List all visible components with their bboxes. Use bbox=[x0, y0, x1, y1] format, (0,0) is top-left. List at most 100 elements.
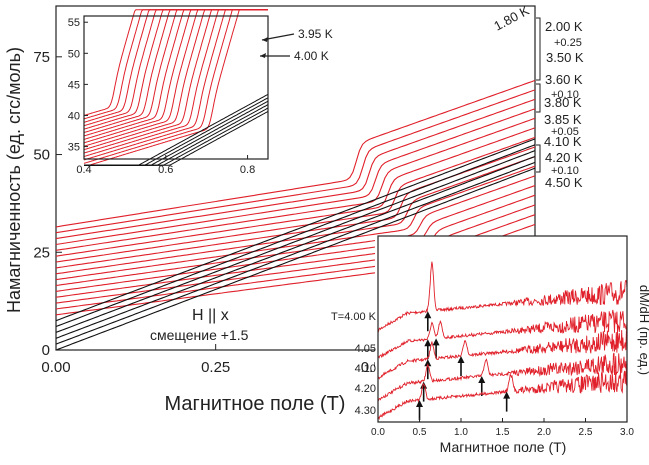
temperature-bracket bbox=[536, 144, 541, 173]
inset-bottom-curve-label: 4.30 bbox=[355, 405, 376, 417]
field-direction-annotation: H || x bbox=[192, 307, 229, 324]
main-y-tick-label: 75 bbox=[33, 49, 50, 66]
temperature-labels: 1.80 K 2.00 K+0.253.50 K3.60 K+0.103.80 K… bbox=[491, 3, 584, 190]
main-y-tick-label: 50 bbox=[33, 147, 50, 164]
inset-bottom-peak-arrowhead bbox=[424, 359, 432, 367]
main-y-tick-label: 0 bbox=[42, 342, 50, 359]
main-plot-frame bbox=[55, 5, 536, 351]
offset-annotation: смещение +1.5 bbox=[150, 327, 249, 343]
main-series-line bbox=[55, 165, 536, 281]
main-series-line bbox=[55, 175, 536, 287]
temperature-label: +0.25 bbox=[554, 37, 582, 49]
inset-bottom-x-tick-label: 3.0 bbox=[620, 427, 634, 438]
temperature-label: 2.00 K bbox=[545, 19, 583, 34]
inset-bottom-series-line bbox=[377, 369, 628, 420]
temperature-label: 3.80 K bbox=[544, 95, 582, 110]
inset-bottom-series-line bbox=[377, 261, 628, 333]
inset-bottom-x-tick-label: 2.5 bbox=[579, 427, 593, 438]
inset-top-chart: 0.4 0.6 0.8 35 40 45 50 55 3.95 K 4.00 K bbox=[68, 9, 333, 176]
main-y-tick-label: 25 bbox=[33, 244, 50, 261]
main-series-line bbox=[55, 144, 536, 328]
main-series-line bbox=[55, 184, 536, 292]
main-series-line bbox=[55, 204, 536, 304]
temperature-label: 4.50 K bbox=[545, 175, 583, 190]
main-series-line bbox=[55, 156, 536, 275]
temperature-bracket bbox=[536, 17, 541, 81]
inset-bottom-x-tick-label: 2.0 bbox=[537, 427, 551, 438]
main-series-line bbox=[55, 155, 536, 339]
main-x-ticks: 0.000.250.50 bbox=[41, 344, 390, 376]
main-x-tick-label: 0.25 bbox=[201, 359, 230, 376]
inset-bottom-x-tick-label: 0.5 bbox=[413, 427, 427, 438]
inset-top-y-tick-label: 35 bbox=[68, 142, 80, 154]
main-series-line bbox=[55, 136, 536, 263]
inset-bottom-curve-label: 4.05 bbox=[355, 343, 376, 355]
temperature-label: 3.60 K bbox=[545, 72, 583, 87]
main-series-line bbox=[55, 150, 536, 333]
main-series-line bbox=[55, 138, 536, 322]
inset-bottom-peak-arrowhead bbox=[503, 391, 511, 399]
inset-top-y-tick-label: 45 bbox=[68, 79, 80, 91]
main-series-line bbox=[55, 167, 536, 351]
inset-bottom-curve-label: T=4.00 K bbox=[331, 311, 377, 323]
inset-top-arrow-label: 3.95 K bbox=[298, 27, 333, 41]
inset-top-frame bbox=[83, 15, 269, 160]
inset-top-series-line bbox=[84, 110, 269, 166]
temperature-label: +0.05 bbox=[551, 126, 579, 138]
temperature-label: 3.85 K bbox=[544, 112, 582, 127]
temperature-bracket bbox=[536, 83, 541, 113]
inset-top-x-tick-label: 0.8 bbox=[240, 164, 255, 176]
inset-bottom-peak-arrowhead bbox=[478, 376, 486, 383]
inset-bottom-peak-arrowhead bbox=[432, 338, 440, 346]
main-x-axis-label: Магнитное поле (T) bbox=[165, 393, 346, 415]
temperature-label: 1.80 K bbox=[491, 3, 532, 34]
inset-top-x-tick-label: 0.6 bbox=[158, 164, 173, 176]
inset-bottom-peak-arrowhead bbox=[457, 356, 465, 363]
inset-bottom-series-line bbox=[377, 329, 628, 380]
inset-top-arrows: 3.95 K 4.00 K bbox=[260, 27, 333, 63]
temperature-label: 4.10 K bbox=[544, 134, 582, 149]
inset-bottom-chart: 0.0 0.5 1.0 1.5 2.0 2.5 3.0 T=4.00 K 4.05 4.10 4.… bbox=[331, 235, 649, 455]
inset-bottom-curve-label: 4.10 bbox=[355, 363, 376, 375]
main-series-line bbox=[55, 194, 536, 298]
main-series-line bbox=[55, 161, 536, 345]
inset-top-arrowhead bbox=[260, 53, 266, 58]
inset-top-series-line bbox=[83, 9, 268, 164]
inset-bottom-y-axis-label: dM/dH (пр. ед.) bbox=[637, 285, 649, 375]
inset-top-arrow-label: 4.00 K bbox=[294, 49, 329, 63]
main-x-tick-label: 0.00 bbox=[41, 359, 70, 376]
inset-bottom-peak-arrowhead bbox=[424, 339, 432, 347]
inset-bottom-x-tick-label: 1.0 bbox=[454, 427, 468, 438]
inset-bottom-series-line bbox=[377, 309, 628, 359]
temperature-label: +0.10 bbox=[551, 165, 579, 177]
inset-top-y-tick-label: 40 bbox=[68, 110, 80, 122]
inset-top-ticks: 0.4 0.6 0.8 35 40 45 50 55 bbox=[68, 17, 255, 176]
inset-bottom-curve-label: 4.20 bbox=[355, 383, 376, 395]
inset-bottom-series-line bbox=[377, 352, 628, 402]
inset-top-y-tick-label: 50 bbox=[68, 48, 80, 60]
main-series-line bbox=[55, 89, 536, 234]
inset-top-series-line bbox=[84, 9, 268, 166]
inset-top-y-tick-label: 55 bbox=[68, 17, 80, 29]
main-y-axis-label: Намагниченность (ед. cгс/моль) bbox=[4, 47, 24, 313]
inset-top-x-tick-label: 0.4 bbox=[76, 164, 91, 176]
inset-top-arrowhead bbox=[262, 37, 268, 42]
main-series-group bbox=[55, 79, 536, 351]
inset-bottom-ticks: 0.0 0.5 1.0 1.5 2.0 2.5 3.0 bbox=[371, 418, 634, 438]
inset-bottom-peak-arrowhead bbox=[424, 311, 432, 319]
main-series-line bbox=[55, 117, 536, 251]
inset-bottom-bg bbox=[375, 236, 627, 422]
inset-bottom-x-tick-label: 1.5 bbox=[496, 427, 510, 438]
main-y-ticks: 0 25 50 75 bbox=[33, 49, 62, 359]
inset-bottom-x-tick-label: 0.0 bbox=[371, 427, 385, 438]
inset-bottom-peak-arrowhead bbox=[416, 400, 423, 407]
main-series-line bbox=[55, 98, 536, 240]
temperature-label: +0.10 bbox=[551, 89, 579, 101]
inset-bottom-series-group bbox=[377, 261, 628, 420]
inset-top-series-group bbox=[83, 9, 269, 166]
main-series-line bbox=[55, 79, 536, 228]
temperature-label: 4.20 K bbox=[545, 150, 583, 165]
inset-bottom-x-axis-label: Магнитное поле (T) bbox=[440, 439, 567, 455]
